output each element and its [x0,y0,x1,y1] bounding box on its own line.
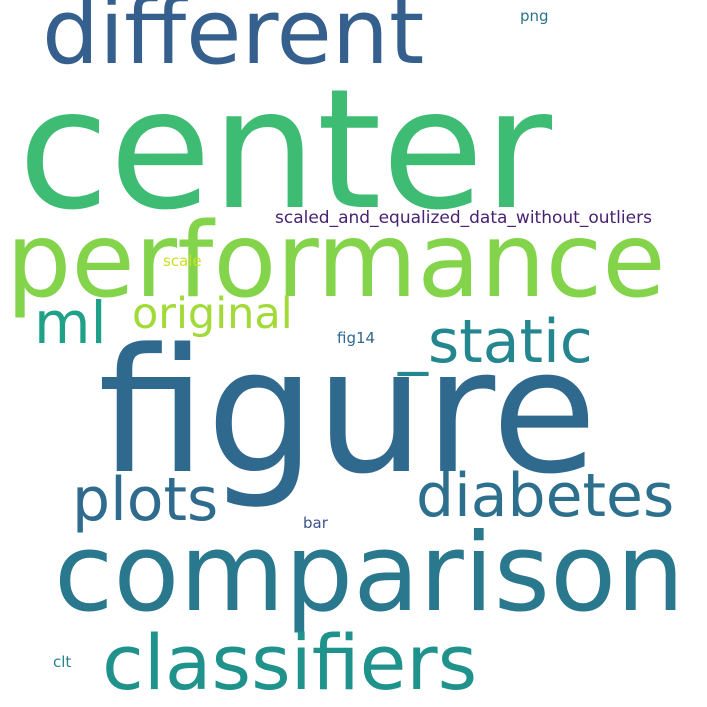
word-different: different [42,0,425,85]
word-center: center [18,54,553,247]
word-clt: clt [53,653,72,671]
word-plots: plots [72,465,219,535]
word-png: png [520,7,549,25]
word-comparison: comparison [54,511,685,636]
word-fig14: fig14 [337,329,376,347]
word-static: _static [398,307,593,377]
word-figure: figure [98,311,598,512]
word-bar: bar [303,514,328,532]
word-diabetes: diabetes [416,461,675,531]
word-scale: scale [163,252,202,270]
word-ml: ml [34,289,107,357]
word-classifiers: classifiers [102,618,478,707]
word-performance: performance [6,201,666,321]
word-original: original [132,289,293,339]
word-scaled-and-equalized-data-without-outliers: scaled_and_equalized_data_without_outlie… [275,208,652,228]
